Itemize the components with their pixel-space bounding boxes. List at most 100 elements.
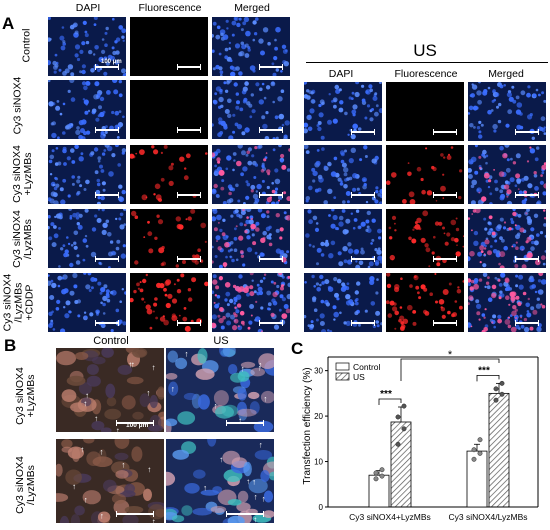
panel-a-us-col-fluorescence: Fluorescence xyxy=(394,68,458,80)
svg-text:↑: ↑ xyxy=(214,402,218,411)
scale-bar xyxy=(515,192,539,198)
scale-bar xyxy=(177,320,201,326)
data-point xyxy=(499,380,505,386)
bar-control-1 xyxy=(466,450,488,508)
scale-bar xyxy=(433,320,457,326)
microscopy-image-a-r1-c2 xyxy=(212,80,290,139)
data-point xyxy=(493,386,499,392)
microscopy-image-us-r1-c0 xyxy=(304,145,382,204)
scale-bar xyxy=(433,192,457,198)
microscopy-image-a-r3-c0 xyxy=(48,209,126,268)
transfection-bar-chart: Transfection efficiency (%) 0 10 20 30 Cy3 s… xyxy=(302,349,539,522)
microscopy-image-a-r2-c1 xyxy=(130,145,208,204)
panel-a-col-fluorescence: Fluorescence xyxy=(138,2,202,14)
svg-text:↑: ↑ xyxy=(241,365,245,374)
scale-bar xyxy=(515,320,539,326)
significance-bracket-top xyxy=(400,358,500,381)
data-point xyxy=(401,403,407,409)
microscopy-image-a-r0-c2 xyxy=(212,17,290,76)
scale-bar xyxy=(351,192,375,198)
legend-swatch-1 xyxy=(335,372,350,381)
scale-bar xyxy=(259,256,283,262)
panel-a-row-cddp: Cy3 siNOX4 /LyzMBs +CDDP xyxy=(1,273,36,332)
scale-bar xyxy=(177,192,201,198)
y-tick-label: 10 xyxy=(314,458,323,467)
panel-b-letter: B xyxy=(4,336,17,355)
significance-bracket xyxy=(378,398,402,405)
scale-bar xyxy=(226,511,264,517)
panel-b-col-control: Control xyxy=(93,335,129,347)
microscopy-image-a-r1-c1 xyxy=(130,80,208,139)
data-point xyxy=(395,441,401,447)
scale-bar xyxy=(259,320,283,326)
panel-c-letter: C xyxy=(291,339,304,358)
svg-text:↑: ↑ xyxy=(80,445,84,454)
microscopy-image-us-r2-c1 xyxy=(386,209,464,268)
legend-label-0: Control xyxy=(353,362,381,372)
y-tick-label: 30 xyxy=(314,367,323,376)
x-category-label: Cy3 siNOX4+LyzMBs xyxy=(349,512,431,522)
svg-text:↑: ↑ xyxy=(263,395,267,404)
scale-bar xyxy=(433,256,457,262)
microscopy-image-us-r1-c2 xyxy=(468,145,546,204)
svg-text:↑: ↑ xyxy=(146,389,150,398)
svg-text:↑: ↑ xyxy=(85,391,89,400)
scale-bar xyxy=(95,192,119,198)
bar-us-1 xyxy=(488,392,510,508)
svg-text:↑: ↑ xyxy=(83,399,87,408)
significance-stars: *** xyxy=(380,389,392,400)
microscopy-image-us-r3-c0 xyxy=(304,273,382,332)
scale-bar xyxy=(95,127,119,133)
svg-text:↑: ↑ xyxy=(253,515,257,523)
data-point xyxy=(379,467,385,473)
bar-us-0 xyxy=(390,421,412,508)
microscopy-image-a-r4-c2 xyxy=(212,273,290,332)
data-point xyxy=(499,391,505,397)
svg-text:↑: ↑ xyxy=(128,360,132,369)
panel-a-us-title: US xyxy=(413,41,437,60)
scale-bar xyxy=(351,256,375,262)
scale-bar xyxy=(259,192,283,198)
svg-text:↑: ↑ xyxy=(246,477,250,486)
brightfield-image-r0-c0: ↑ ↑ ↑ ↑ ↑ ↑ ↑ ↑ xyxy=(56,348,164,432)
svg-text:↑: ↑ xyxy=(94,414,98,423)
data-point xyxy=(471,447,477,453)
scale-bar xyxy=(515,256,539,262)
svg-text:↑: ↑ xyxy=(258,361,262,370)
microscopy-image-a-r2-c0 xyxy=(48,145,126,204)
data-point xyxy=(401,426,407,432)
svg-text:↑: ↑ xyxy=(171,384,175,393)
svg-text:↑: ↑ xyxy=(131,360,135,369)
scale-bar xyxy=(433,129,457,135)
panel-a-col-dapi: DAPI xyxy=(75,2,101,14)
scale-bar-label-b: 100 μm xyxy=(126,422,149,429)
data-point xyxy=(373,476,379,482)
microscopy-image-a-r1-c0 xyxy=(48,80,126,139)
scale-bar xyxy=(351,320,375,326)
svg-text:↑: ↑ xyxy=(147,465,151,474)
microscopy-image-us-r0-c0 xyxy=(304,82,382,141)
brightfield-image-r0-c1: ↑ ↑ ↑ ↑ ↑ ↑ ↑ ↑ xyxy=(166,348,274,432)
microscopy-image-a-r0-c1 xyxy=(130,17,208,76)
panel-b-row-sinox4-lyzmbs: Cy3 siNOX4 +LyzMBs xyxy=(14,367,37,425)
data-point xyxy=(395,414,401,420)
microscopy-image-us-r3-c2 xyxy=(468,273,546,332)
significance-stars: *** xyxy=(478,365,490,376)
svg-text:↑: ↑ xyxy=(72,482,76,491)
scale-bar xyxy=(95,64,119,70)
y-axis-label: Transfection efficiency (%) xyxy=(302,367,313,484)
svg-text:↑: ↑ xyxy=(219,455,223,464)
scale-bar xyxy=(259,64,283,70)
panel-a-us-col-dapi: DAPI xyxy=(328,68,354,80)
significance-star-top: * xyxy=(448,349,453,361)
microscopy-image-a-r4-c0 xyxy=(48,273,126,332)
svg-text:↑: ↑ xyxy=(99,447,103,456)
scale-bar-label: 100 μm xyxy=(101,59,122,65)
scale-bar xyxy=(116,420,154,426)
microscopy-image-us-r2-c2 xyxy=(468,209,546,268)
microscopy-image-a-r2-c2 xyxy=(212,145,290,204)
y-tick-label: 20 xyxy=(314,412,323,421)
data-point xyxy=(373,470,379,476)
svg-text:↑: ↑ xyxy=(258,364,262,373)
data-point xyxy=(477,450,483,456)
